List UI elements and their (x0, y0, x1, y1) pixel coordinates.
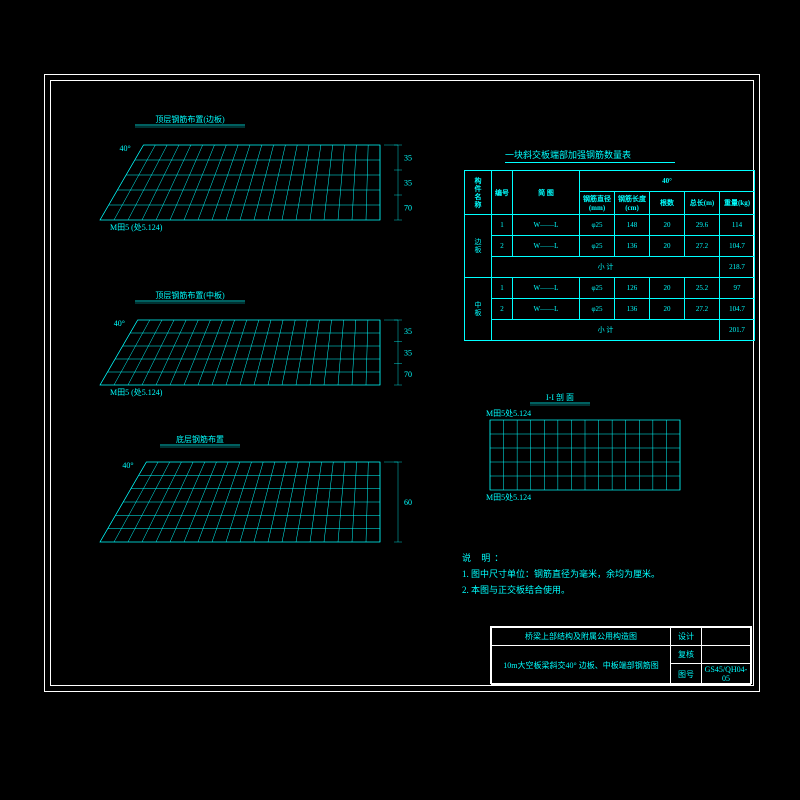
svg-text:60: 60 (404, 498, 412, 507)
svg-text:40°: 40° (120, 144, 131, 153)
svg-text:40°: 40° (122, 461, 133, 470)
svg-text:35: 35 (404, 327, 412, 336)
svg-text:35: 35 (404, 349, 412, 358)
tb-check-val (702, 646, 751, 664)
tb-check-label: 复核 (671, 646, 702, 664)
tb-line2-left: 10m大空板梁斜交40° 边板、中板端部钢筋图 (492, 646, 671, 685)
table-title: 一块斜交板端部加强钢筋数量表 (505, 148, 631, 161)
svg-text:M田5处5.124: M田5处5.124 (486, 408, 531, 418)
notes-block: 说 明： 1. 图中尺寸单位：钢筋直径为毫米，余均为厘米。 2. 本图与正交板结… (462, 550, 660, 598)
svg-text:I-I 剖 面: I-I 剖 面 (546, 392, 574, 402)
table-title-underline (505, 162, 675, 163)
svg-text:35: 35 (404, 179, 412, 188)
notes-line-2: 2. 本图与正交板结合使用。 (462, 582, 660, 598)
svg-text:顶层钢筋布置(边板): 顶层钢筋布置(边板) (155, 114, 225, 124)
svg-text:底层钢筋布置: 底层钢筋布置 (176, 434, 224, 444)
svg-text:35: 35 (404, 154, 412, 163)
tb-design-val (702, 628, 751, 646)
tb-design-label: 设计 (671, 628, 702, 646)
svg-text:M田5 (处5.124): M田5 (处5.124) (110, 387, 163, 397)
notes-line-1: 1. 图中尺寸单位：钢筋直径为毫米，余均为厘米。 (462, 566, 660, 582)
svg-text:M田5 (处5.124): M田5 (处5.124) (110, 222, 163, 232)
tb-dwgno-val: GS45/QH04-05 (702, 664, 751, 685)
svg-text:M田5处5.124: M田5处5.124 (486, 492, 531, 502)
svg-text:40°: 40° (114, 319, 125, 328)
svg-text:顶层钢筋布置(中板): 顶层钢筋布置(中板) (155, 290, 225, 300)
tb-dwgno-label: 图号 (671, 664, 702, 685)
svg-text:70: 70 (404, 204, 412, 213)
notes-title: 说 明： (462, 550, 660, 566)
rebar-table: 构件名称编号简 图40°钢筋直径(mm)钢筋长度(cm)根数总长(m)重量(kg… (464, 170, 755, 341)
tb-line1-left: 桥梁上部结构及附属公用构造图 (492, 628, 671, 646)
svg-text:70: 70 (404, 370, 412, 379)
title-block: 桥梁上部结构及附属公用构造图 设计 10m大空板梁斜交40° 边板、中板端部钢筋… (490, 626, 752, 684)
